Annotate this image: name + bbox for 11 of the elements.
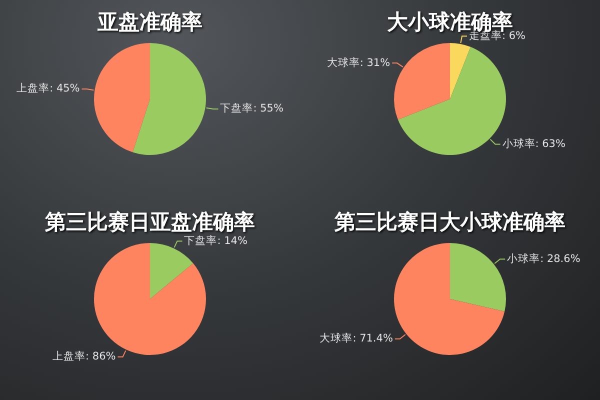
slice-label: 小球率: 28.6% bbox=[507, 252, 580, 265]
slice-label: 上盘率: 86% bbox=[52, 350, 116, 363]
chart-title: 第三比赛日大小球准确率 bbox=[334, 209, 566, 236]
slice-label: 上盘率: 45% bbox=[16, 82, 80, 95]
chart-title: 第三比赛日亚盘准确率 bbox=[44, 209, 256, 235]
slice-label: 小球率: 63% bbox=[502, 136, 566, 150]
slice-label: 大球率: 31% bbox=[326, 56, 390, 69]
slice-label: 大球率: 71.4% bbox=[320, 332, 393, 345]
chart-title: 亚盘准确率 bbox=[96, 9, 204, 36]
slice-label: 下盘率: 14% bbox=[184, 234, 248, 247]
slice-label: 下盘率: 55% bbox=[220, 102, 284, 115]
